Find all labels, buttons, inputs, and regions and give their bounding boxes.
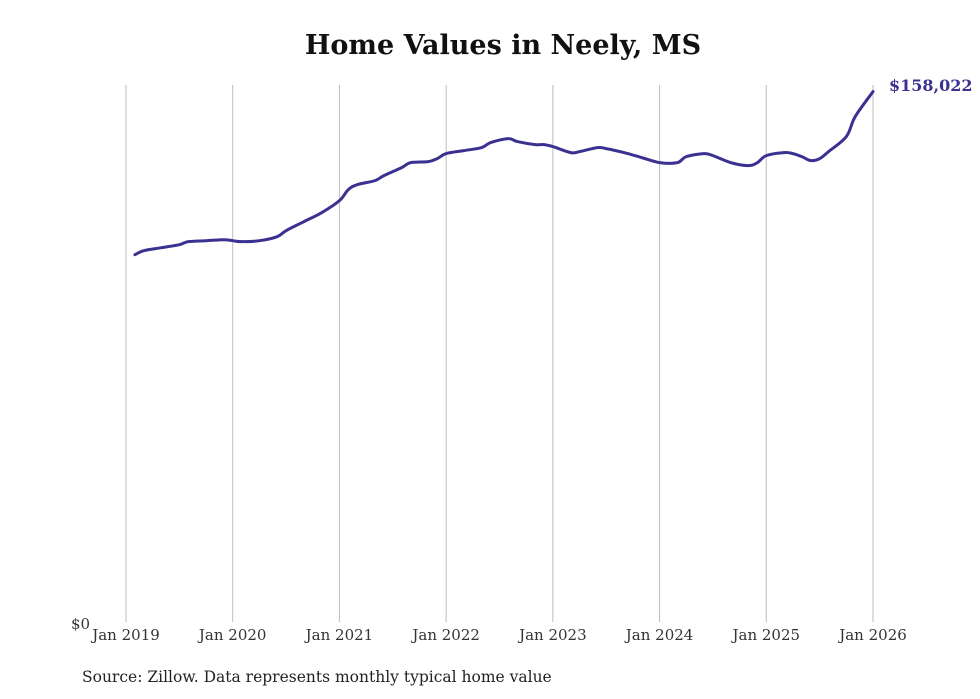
source-note: Source: Zillow. Data represents monthly … bbox=[82, 668, 552, 686]
x-tick-label: Jan 2022 bbox=[410, 626, 480, 644]
x-axis-ticks: Jan 2019 Jan 2020 Jan 2021 Jan 2022 Jan 2023… bbox=[90, 626, 907, 644]
x-tick-label: Jan 2021 bbox=[304, 626, 374, 644]
x-tick-label: Jan 2026 bbox=[837, 626, 907, 644]
chart-title: Home Values in Neely, MS bbox=[304, 30, 702, 61]
series-line bbox=[133, 90, 875, 257]
end-value-label: $158,022 bbox=[889, 76, 973, 95]
x-tick-label: Jan 2025 bbox=[731, 626, 801, 644]
line-chart: Jan 2019 Jan 2020 Jan 2021 Jan 2022 Jan 2023… bbox=[71, 76, 973, 644]
y-tick-label: $0 bbox=[71, 615, 90, 633]
x-tick-label: Jan 2024 bbox=[624, 626, 694, 644]
x-tick-label: Jan 2019 bbox=[90, 626, 160, 644]
x-tick-label: Jan 2020 bbox=[197, 626, 267, 644]
gridlines bbox=[125, 85, 874, 622]
x-tick-label: Jan 2023 bbox=[517, 626, 587, 644]
